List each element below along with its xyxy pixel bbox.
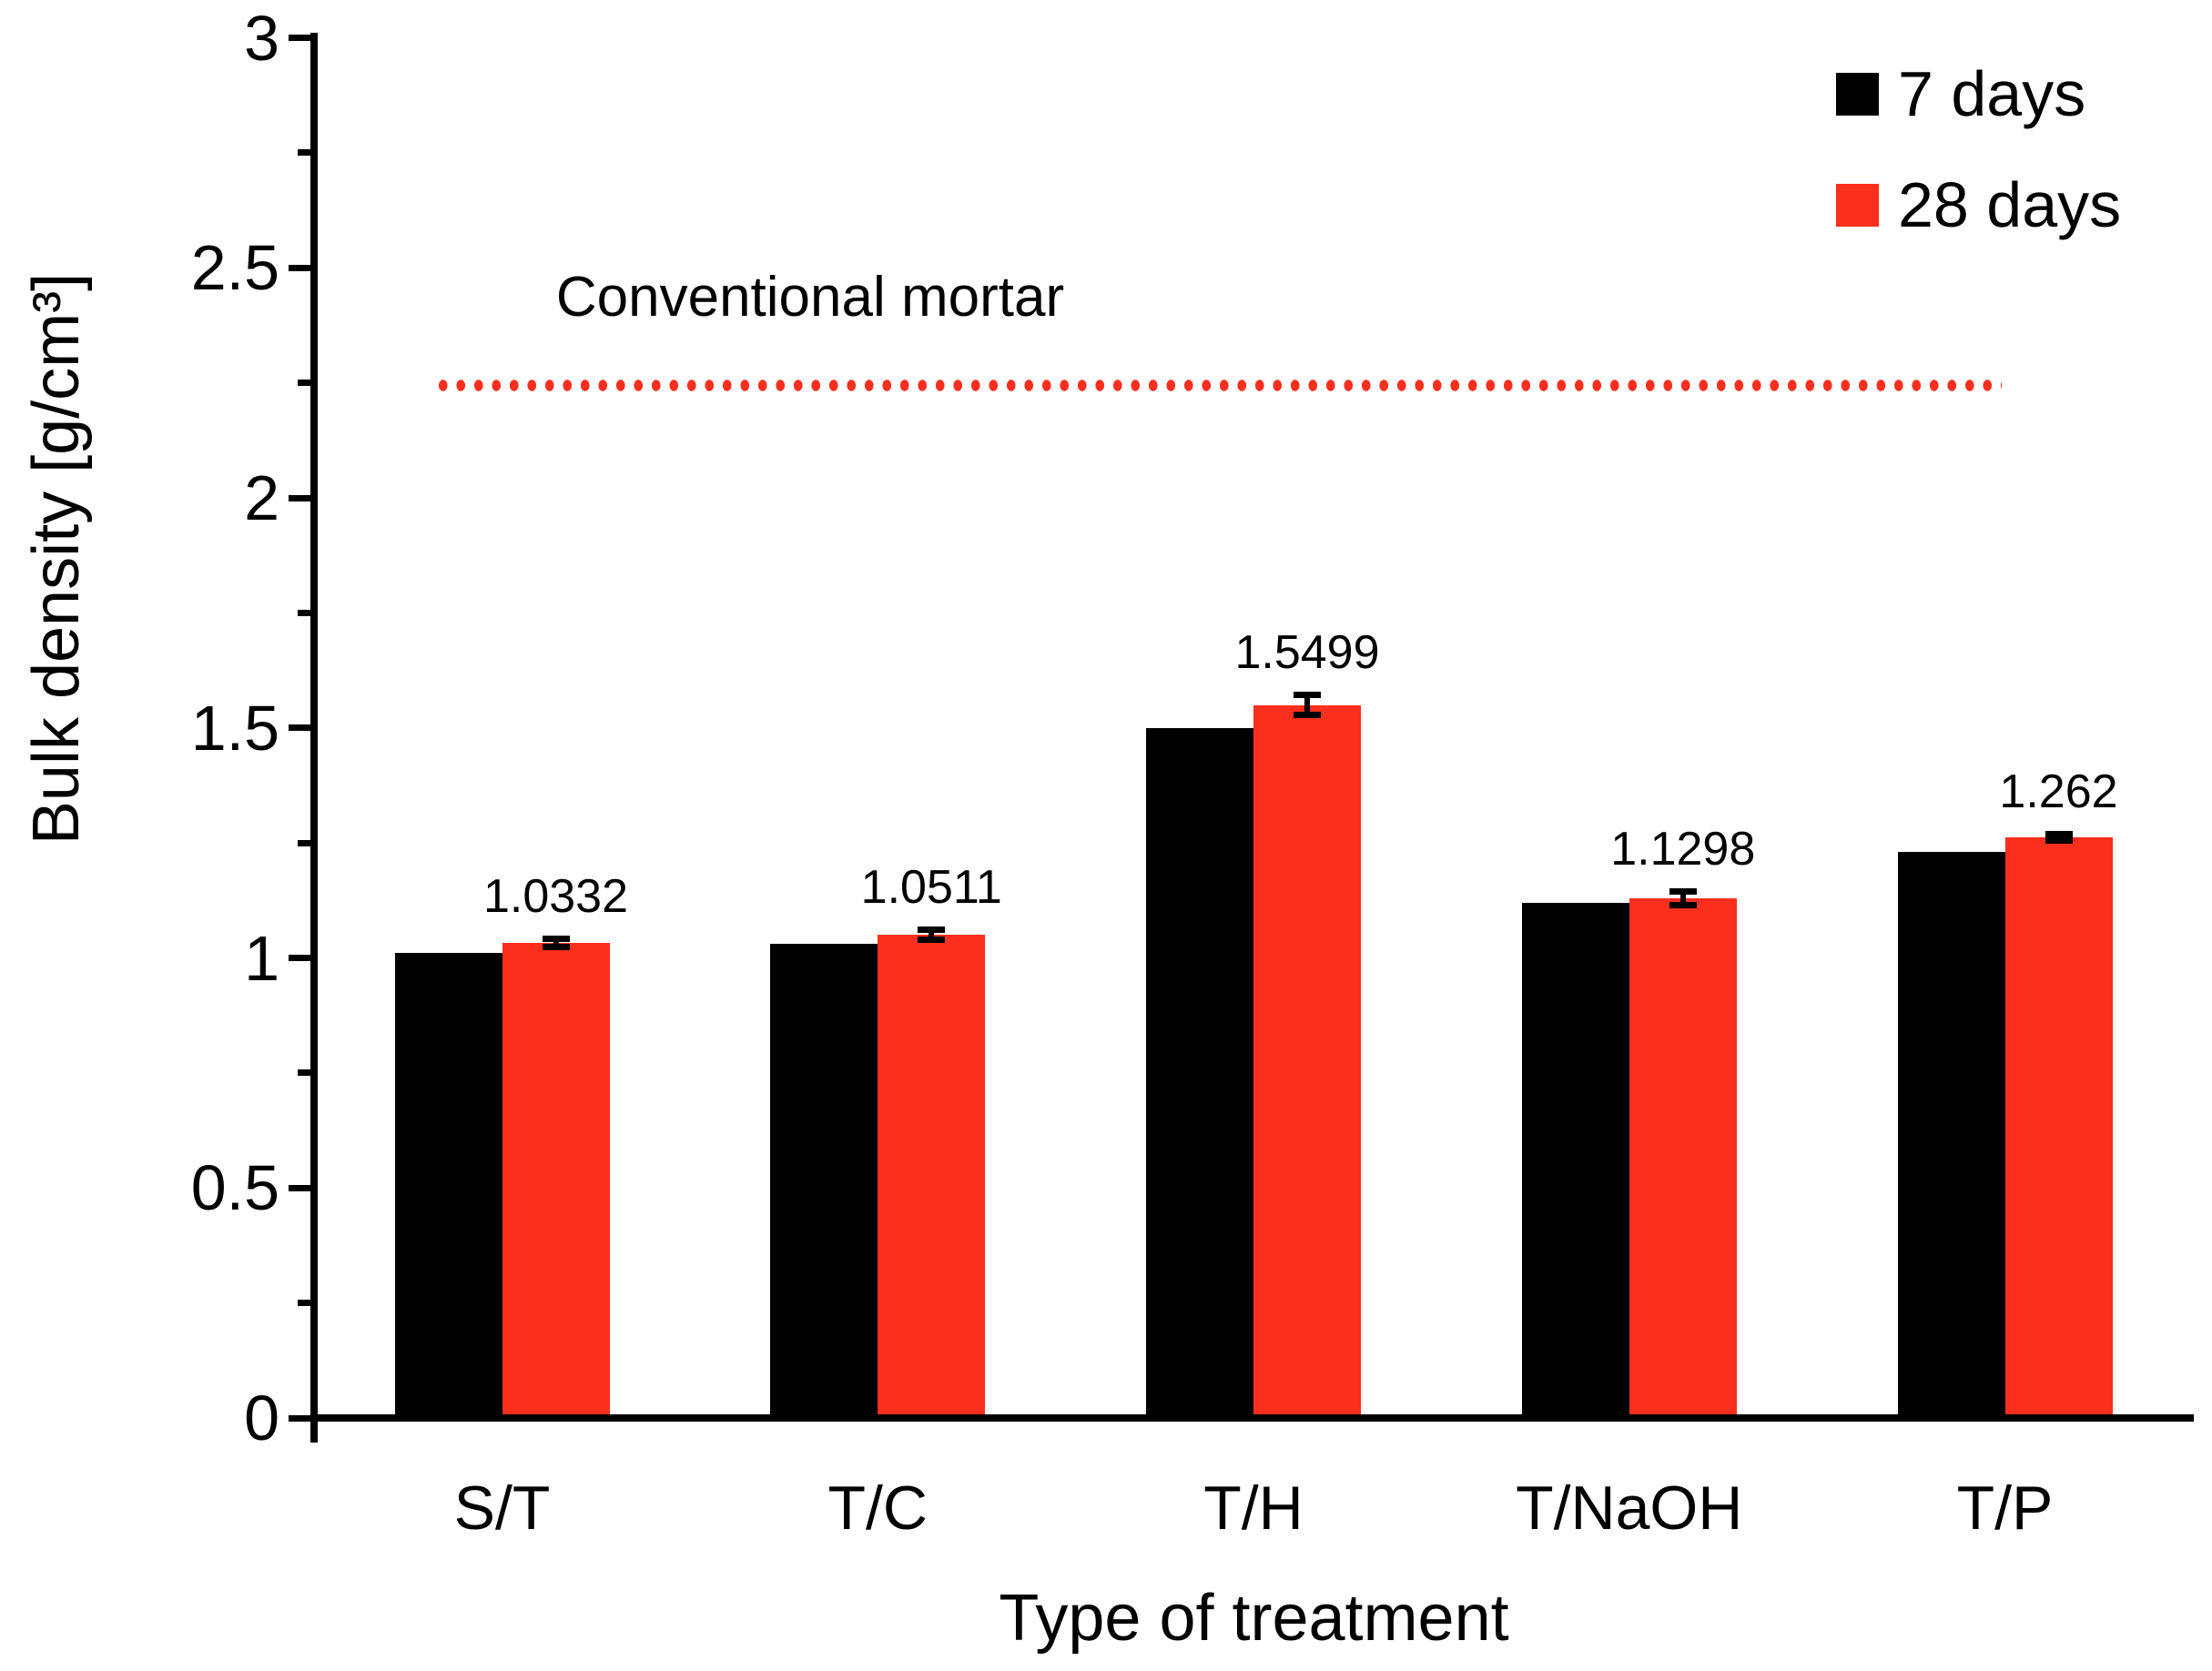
- error-bar-cap-bottom-t-h: [1294, 711, 1321, 718]
- category-label-t-p: T/P: [1956, 1474, 2054, 1543]
- x-axis-line: [310, 1414, 2194, 1422]
- error-bar-cap-top-s-t: [542, 935, 570, 942]
- y-minor-tick: [298, 609, 314, 616]
- error-bar-cap-top-t-naoh: [1669, 887, 1697, 895]
- error-bar-line-t-h: [1304, 694, 1310, 715]
- y-tick-label: 3: [244, 2, 279, 74]
- y-major-tick: [289, 724, 314, 732]
- reference-dotted-line: [434, 380, 2002, 391]
- y-minor-tick: [298, 839, 314, 846]
- y-major-tick: [289, 35, 314, 41]
- y-major-tick: [289, 264, 314, 271]
- y-tick-label: 1.5: [190, 692, 279, 764]
- bar-28-days-s-t: [502, 942, 610, 1418]
- error-bar-line-t-p: [2055, 834, 2062, 842]
- data-label-t-naoh: 1.1298: [1610, 822, 1756, 876]
- bar-7-days-t-naoh: [1521, 902, 1629, 1418]
- y-axis-line: [310, 33, 318, 1443]
- category-label-t-c: T/C: [827, 1474, 928, 1543]
- reference-line-label: Conventional mortar: [555, 266, 1065, 329]
- legend-label-28-days: 28 days: [1898, 169, 2122, 240]
- legend-swatch-7-days: [1836, 73, 1879, 116]
- error-bar-cap-top-t-h: [1294, 692, 1321, 699]
- y-minor-tick: [298, 1300, 314, 1307]
- y-major-tick: [289, 494, 314, 501]
- data-label-t-c: 1.0511: [860, 860, 1002, 914]
- y-major-tick: [289, 1184, 314, 1191]
- y-minor-tick: [298, 1069, 314, 1077]
- data-label-t-h: 1.5499: [1234, 626, 1380, 680]
- error-bar-cap-bottom-t-c: [918, 936, 946, 943]
- error-bar-cap-bottom-s-t: [542, 943, 570, 950]
- error-bar-cap-top-t-c: [918, 926, 946, 933]
- y-tick-label: 0.5: [190, 1152, 279, 1224]
- y-tick-label: 2: [244, 462, 279, 533]
- y-tick-label: 1: [244, 922, 279, 994]
- bar-28-days-t-naoh: [1629, 897, 1737, 1418]
- data-label-s-t: 1.0332: [482, 869, 629, 923]
- legend-label-7-days: 7 days: [1898, 58, 2086, 129]
- x-axis-title: Type of treatment: [999, 1582, 1509, 1655]
- legend-swatch-28-days: [1836, 184, 1879, 227]
- error-bar-line-s-t: [553, 937, 559, 947]
- error-bar-line-t-naoh: [1679, 890, 1686, 906]
- bar-7-days-t-h: [1146, 727, 1253, 1418]
- bar-28-days-t-h: [1253, 704, 1361, 1418]
- error-bar-cap-bottom-t-naoh: [1669, 901, 1697, 908]
- y-minor-tick: [298, 149, 314, 157]
- bar-7-days-t-c: [770, 944, 878, 1418]
- bar-7-days-s-t: [394, 953, 502, 1418]
- category-label-s-t: S/T: [453, 1474, 551, 1543]
- category-label-t-naoh: T/NaOH: [1516, 1474, 1743, 1543]
- data-label-t-p: 1.262: [1999, 765, 2118, 818]
- y-tick-label: 0: [244, 1382, 279, 1453]
- y-tick-label: 2.5: [190, 232, 279, 304]
- y-minor-tick: [298, 380, 314, 387]
- y-axis-title: Bulk density [g/cm³]: [20, 272, 93, 846]
- error-bar-cap-bottom-t-p: [2045, 837, 2073, 845]
- bar-28-days-t-p: [2004, 837, 2113, 1418]
- error-bar-line-t-c: [928, 928, 935, 940]
- bar-7-days-t-p: [1897, 852, 2005, 1418]
- y-major-tick: [289, 1414, 314, 1422]
- y-major-tick: [289, 955, 314, 961]
- bar-28-days-t-c: [878, 934, 986, 1418]
- category-label-t-h: T/H: [1203, 1474, 1304, 1543]
- error-bar-cap-top-t-p: [2045, 831, 2073, 837]
